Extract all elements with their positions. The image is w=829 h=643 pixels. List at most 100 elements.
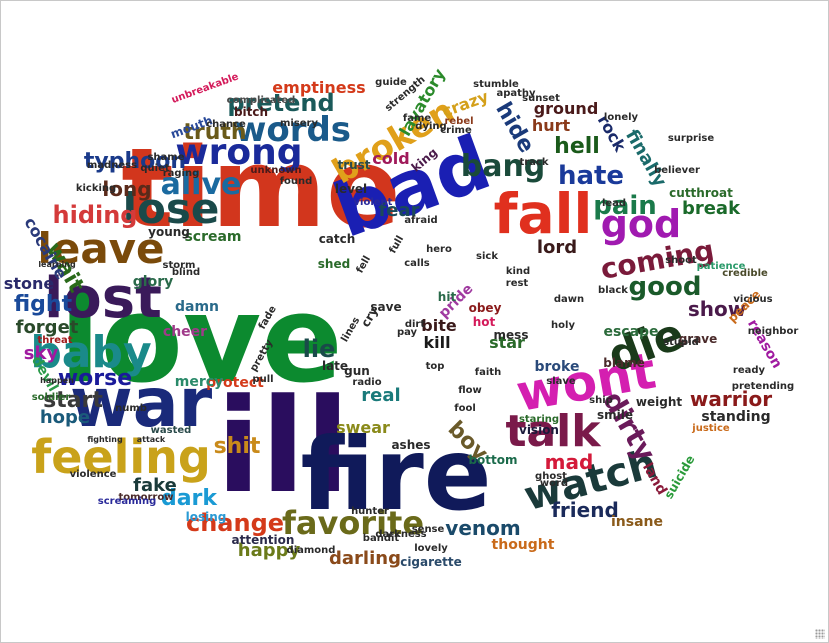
word-hiding: hiding	[53, 201, 138, 229]
word-violent: violent	[354, 197, 393, 208]
word-staring: staring	[519, 414, 559, 425]
word-show: show	[688, 297, 746, 321]
word-shed: shed	[318, 257, 350, 271]
word-real: real	[361, 385, 400, 406]
word-hope: hope	[40, 407, 90, 428]
word-ghost: ghost	[535, 471, 567, 482]
word-track: track	[519, 157, 548, 168]
word-favorite: favorite	[282, 504, 424, 542]
word-kicking: kicking	[76, 183, 116, 194]
word-bandit: bandit	[363, 533, 400, 544]
word-attack: attack	[137, 435, 166, 444]
word-venom: venom	[445, 516, 520, 540]
word-soldier: soldier	[32, 392, 71, 403]
word-words: words	[235, 110, 351, 150]
word-found: found	[280, 176, 313, 187]
word-patience: patience	[697, 261, 746, 272]
word-flow: flow	[458, 385, 482, 396]
word-sky: sky	[24, 343, 59, 364]
word-time: time	[121, 124, 401, 252]
word-bang: bang	[461, 149, 546, 184]
word-storm: storm	[163, 260, 196, 271]
word-radio: radio	[352, 377, 381, 388]
word-afraid: afraid	[404, 215, 437, 226]
word-happy: happy	[238, 540, 301, 561]
word-misery: misery	[280, 118, 319, 129]
word-good: good	[629, 272, 702, 302]
word-fool: fool	[454, 403, 476, 414]
word-stupid: stupid	[663, 337, 699, 348]
word-cold: cold	[372, 149, 409, 168]
word-escape: escape	[603, 324, 658, 340]
word-grave: grave	[679, 332, 718, 346]
word-level: level	[335, 182, 367, 196]
word-baby: baby	[30, 327, 151, 378]
word-guide: guide	[375, 77, 407, 88]
word-lead: lead	[602, 198, 626, 209]
word-lie: lie	[303, 335, 336, 363]
word-lose: lose	[123, 184, 220, 233]
word-violence: violence	[70, 469, 117, 480]
word-happen: happen	[40, 376, 74, 385]
word-bitch: bitch	[234, 105, 268, 119]
word-hero: hero	[426, 244, 452, 255]
word-slave: slave	[546, 376, 576, 387]
word-learning: learning	[38, 260, 76, 269]
word-pretend: pretend	[227, 89, 334, 117]
word-mess: mess	[494, 328, 529, 342]
word-late: late	[322, 359, 348, 373]
word-numb: numb	[115, 403, 147, 414]
word-truth: truth	[183, 120, 246, 145]
word-feeling: feeling	[31, 430, 211, 484]
word-unknown: unknown	[250, 165, 301, 176]
word-pay: pay	[397, 327, 418, 338]
word-hot: hot	[473, 315, 496, 329]
word-fake: fake	[133, 475, 177, 496]
word-ground: ground	[534, 99, 599, 118]
word-sense: sense	[412, 524, 445, 535]
word-dirt: dirt	[405, 319, 426, 330]
word-love: love	[59, 271, 342, 410]
word-diamond: diamond	[287, 545, 336, 556]
word-hell: hell	[554, 134, 600, 159]
resize-grip-icon[interactable]	[815, 629, 825, 639]
word-worse: worse	[58, 366, 132, 391]
word-tomorrow: tomorrow	[119, 492, 174, 503]
word-star: star	[489, 333, 525, 352]
word-bottom: bottom	[468, 453, 517, 467]
word-fear: fear	[378, 200, 419, 221]
word-insane: insane	[611, 514, 663, 530]
word-trust: trust	[337, 158, 370, 172]
word-rebel: rebel	[444, 116, 473, 127]
word-shoot: shoot	[665, 255, 697, 266]
word-lord: lord	[537, 237, 577, 258]
word-wrong: wrong	[175, 132, 302, 173]
word-pull: pull	[252, 374, 273, 385]
word-damn: damn	[175, 299, 219, 315]
word-darling: darling	[329, 548, 401, 569]
word-darkness: darkness	[375, 529, 426, 540]
word-neighbor: neighbor	[748, 326, 799, 337]
word-standing: standing	[701, 409, 770, 425]
word-threat: threat	[37, 335, 72, 346]
word-warrior: warrior	[690, 387, 772, 411]
word-believer: believer	[654, 165, 700, 176]
word-leave: leave	[37, 224, 164, 273]
word-thought: thought	[492, 537, 555, 553]
word-ship: ship	[589, 395, 613, 406]
word-quiet: quiet	[140, 163, 169, 174]
word-hate: hate	[558, 161, 624, 191]
word-attention: attention	[232, 533, 295, 547]
word-suicide: suicide	[662, 453, 698, 501]
word-ready: ready	[733, 365, 766, 376]
word-gun: gun	[344, 364, 370, 378]
word-raging: raging	[163, 168, 200, 179]
word-emptiness: emptiness	[272, 78, 365, 97]
word-stumble: stumble	[473, 79, 519, 90]
word-faith: faith	[475, 367, 501, 378]
word-fall: fall	[494, 182, 593, 246]
word-screaming: screaming	[98, 496, 156, 507]
word-fight: fight	[14, 292, 73, 317]
word-lovely: lovely	[414, 543, 448, 554]
